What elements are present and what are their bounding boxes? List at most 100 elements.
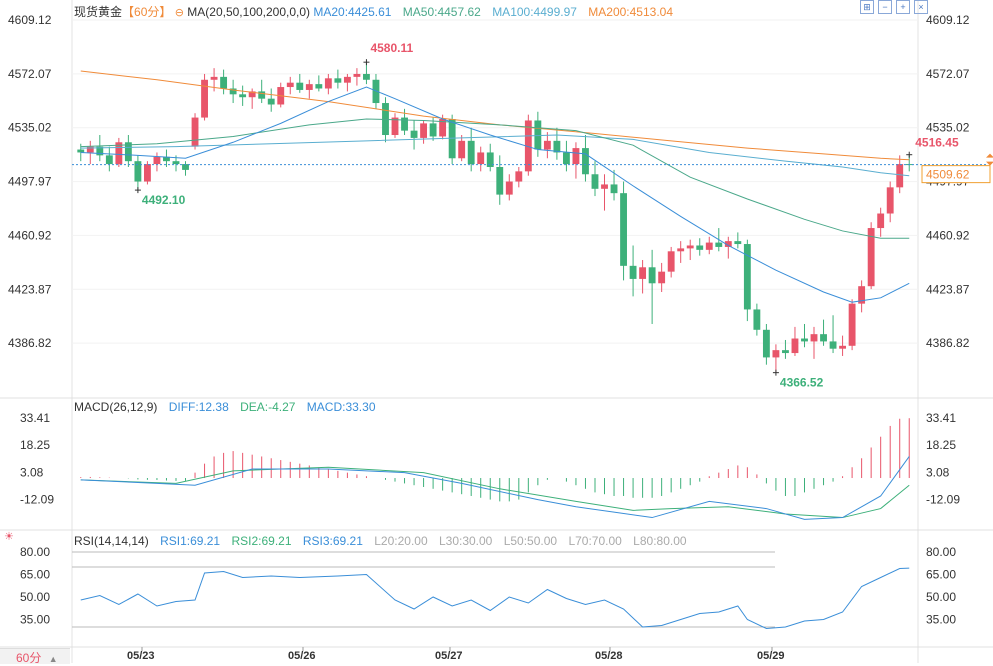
main-legend: 现货黄金【60分】 ⊖ MA(20,50,100,200,0,0) MA20:4… <box>74 3 681 20</box>
extreme-label: 4366.52 <box>780 376 824 390</box>
rsi-label: RSI(14,14,14) <box>74 534 149 548</box>
candle-body <box>820 334 827 342</box>
ma20-line <box>80 86 910 303</box>
candle-body <box>705 242 713 250</box>
settings-icon[interactable]: ⊖ <box>174 7 184 19</box>
candle-body <box>353 73 361 77</box>
candle-body <box>477 152 485 165</box>
candle-body <box>562 152 570 165</box>
candle-body <box>496 166 504 195</box>
candle-body <box>258 91 266 99</box>
candle-body <box>267 98 275 105</box>
macd-tick-right: 3.08 <box>926 465 950 479</box>
candle-body <box>334 78 342 83</box>
last-price-box <box>921 165 991 184</box>
candle-body <box>515 171 523 182</box>
price-tick-left: 4423.87 <box>8 282 52 296</box>
candle-body <box>182 164 189 170</box>
candle-body <box>601 184 608 189</box>
time-label: 05/28 <box>595 650 623 662</box>
macd-tick-left: 18.25 <box>20 438 50 452</box>
candle-body <box>239 94 247 98</box>
candle-body <box>791 338 799 354</box>
candle-body <box>163 156 170 162</box>
price-tick-right: 4423.87 <box>926 282 970 296</box>
ma100-value: MA100:4499.97 <box>492 5 577 19</box>
dea-value: DEA:-4.27 <box>240 400 296 414</box>
rsi-tick-right: 35.00 <box>926 613 956 627</box>
expand-icon[interactable]: ⊞ <box>860 0 874 14</box>
macd-tick-right: 33.41 <box>926 411 956 425</box>
ma200-value: MA200:4513.04 <box>588 5 673 19</box>
candle-body <box>848 303 856 346</box>
price-tick-left: 4535.02 <box>8 121 52 135</box>
macd-tick-left: 33.41 <box>20 411 50 425</box>
candle-body <box>105 155 113 165</box>
ma200-line <box>80 70 910 161</box>
candle-body <box>858 286 866 304</box>
candle-body <box>810 334 818 342</box>
macd-tick-right: -12.09 <box>926 493 960 507</box>
candle-body <box>134 161 142 182</box>
rsi-tick-left: 80.00 <box>20 545 50 559</box>
extreme-label: 4492.10 <box>142 193 186 207</box>
rsi2-value: RSI2:69.21 <box>231 534 292 548</box>
candle-body <box>839 345 847 349</box>
candle-body <box>696 245 704 250</box>
rsi-legend: RSI(14,14,14) RSI1:69.21 RSI2:69.21 RSI3… <box>74 534 695 548</box>
candle-body <box>201 79 208 118</box>
macd-tick-right: 18.25 <box>926 438 956 452</box>
rsi-tick-right: 65.00 <box>926 568 956 582</box>
ma-label: MA(20,50,100,200,0,0) <box>187 5 311 19</box>
macd-legend: MACD(26,12,9) DIFF:12.38 DEA:-4.27 MACD:… <box>74 400 384 414</box>
candle-body <box>439 119 447 137</box>
candle-body <box>877 213 885 229</box>
time-label: 05/26 <box>288 650 316 662</box>
candle-body <box>886 187 894 214</box>
candle-body <box>96 146 104 156</box>
candle-body <box>343 76 351 83</box>
candle-body <box>610 184 618 194</box>
rsi-tick-left: 35.00 <box>20 613 50 627</box>
price-tick-right: 4535.02 <box>926 121 970 135</box>
price-tick-left: 4460.92 <box>8 228 52 242</box>
time-label: 05/29 <box>757 650 785 662</box>
caret-up-icon: ▲ <box>48 654 58 664</box>
candle-body <box>553 140 561 153</box>
minus-icon[interactable]: − <box>878 0 892 14</box>
candle-body <box>296 82 304 90</box>
candle-body <box>191 117 199 147</box>
plus-icon[interactable]: + <box>896 0 910 14</box>
diff-value: DIFF:12.38 <box>168 400 229 414</box>
candle-body <box>305 84 313 90</box>
candle-body <box>505 181 513 195</box>
candle-body <box>210 76 218 80</box>
macd-label: MACD(26,12,9) <box>74 400 158 414</box>
period-selector[interactable]: 60分 ▲ <box>0 648 70 665</box>
price-tick-left: 4609.12 <box>8 13 52 27</box>
candle-body <box>420 123 428 138</box>
sun-icon[interactable]: ☀ <box>4 531 14 543</box>
candle-body <box>772 350 780 358</box>
candle-body <box>391 117 399 136</box>
close-icon[interactable]: × <box>914 0 928 14</box>
candle-body <box>315 84 323 89</box>
candle-body <box>867 228 875 287</box>
candle-body <box>734 241 742 245</box>
candle-body <box>410 130 418 138</box>
ma100-line <box>80 134 910 177</box>
l80-value: L80:80.00 <box>633 534 687 548</box>
candle-body <box>724 241 732 247</box>
candle-body <box>286 82 294 88</box>
candle-body <box>220 76 228 89</box>
price-tick-left: 4386.82 <box>8 336 52 350</box>
candle-body <box>582 148 589 175</box>
candle-body <box>629 265 637 279</box>
candle-body <box>143 164 151 182</box>
candle-body <box>77 149 85 153</box>
candle-body <box>715 242 723 247</box>
rsi-line <box>80 567 910 630</box>
candle-body <box>762 329 770 358</box>
candle-body <box>743 244 751 310</box>
rsi-tick-right: 50.00 <box>926 590 956 604</box>
